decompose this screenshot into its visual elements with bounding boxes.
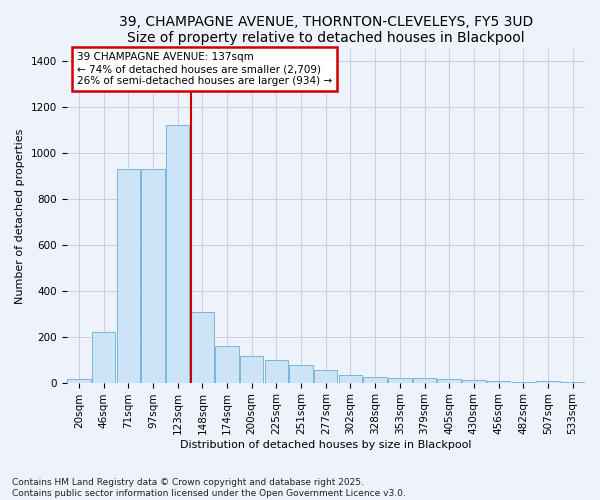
X-axis label: Distribution of detached houses by size in Blackpool: Distribution of detached houses by size … <box>180 440 472 450</box>
Bar <box>314 370 337 382</box>
Bar <box>289 366 313 382</box>
Bar <box>191 312 214 382</box>
Bar <box>92 332 115 382</box>
Bar <box>437 379 461 382</box>
Bar <box>166 125 190 382</box>
Title: 39, CHAMPAGNE AVENUE, THORNTON-CLEVELEYS, FY5 3UD
Size of property relative to d: 39, CHAMPAGNE AVENUE, THORNTON-CLEVELEYS… <box>119 15 533 45</box>
Bar <box>536 381 560 382</box>
Bar <box>364 377 387 382</box>
Text: Contains HM Land Registry data © Crown copyright and database right 2025.
Contai: Contains HM Land Registry data © Crown c… <box>12 478 406 498</box>
Bar <box>240 356 263 382</box>
Bar <box>265 360 288 382</box>
Bar <box>116 168 140 382</box>
Bar <box>67 379 91 382</box>
Bar <box>339 374 362 382</box>
Bar <box>388 378 412 382</box>
Text: 39 CHAMPAGNE AVENUE: 137sqm
← 74% of detached houses are smaller (2,709)
26% of : 39 CHAMPAGNE AVENUE: 137sqm ← 74% of det… <box>77 52 332 86</box>
Bar <box>141 168 164 382</box>
Bar <box>462 380 485 382</box>
Y-axis label: Number of detached properties: Number of detached properties <box>15 128 25 304</box>
Bar <box>413 378 436 382</box>
Bar <box>215 346 239 383</box>
